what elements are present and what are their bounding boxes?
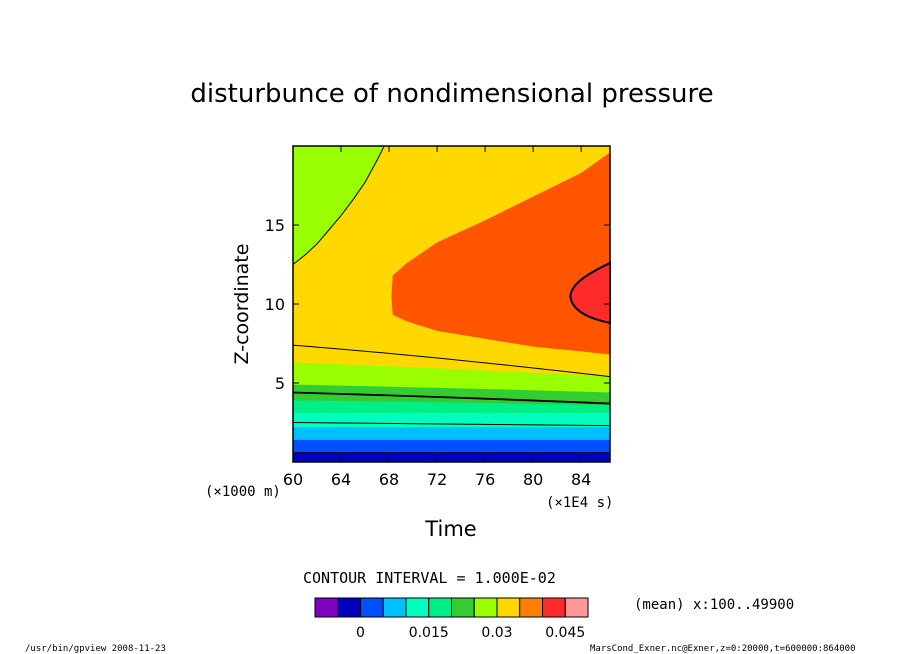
x-tick-label: 80 [523, 470, 543, 489]
y-tick-label: 10 [265, 295, 285, 314]
y-axis-label: Z-coordinate [231, 244, 253, 365]
colorbar-swatch [542, 597, 566, 618]
colorbar-swatch [519, 597, 543, 618]
footer-left: /usr/bin/gpview 2008-11-23 [25, 644, 166, 654]
colorbar-tick-label: 0.045 [545, 625, 585, 641]
colorbar-swatch [314, 597, 339, 618]
colorbar-swatch [337, 597, 361, 618]
band-6 [293, 452, 610, 462]
colorbar-swatch [473, 597, 498, 618]
contour-line-0 [292, 344, 611, 378]
x-tick-label: 64 [331, 470, 351, 489]
colorbar-swatch [428, 597, 452, 618]
colorbar-tick-label: 0.015 [409, 625, 449, 641]
x-tick-label: 84 [571, 470, 591, 489]
colorbar-swatch [451, 597, 475, 618]
contour-line-2 [292, 422, 611, 427]
colorbar [314, 597, 589, 618]
plot-area [292, 145, 611, 462]
x-tick-label: 60 [283, 470, 303, 489]
colorbar-swatch [360, 597, 384, 618]
x-tick-label: 76 [475, 470, 495, 489]
y-tick-label: 15 [265, 216, 285, 235]
chart-title: disturbunce of nondimensional pressure [190, 79, 713, 109]
colorbar-tick-label: 0.03 [481, 625, 512, 641]
colorbar-labels: 0 0.015 0.03 0.045 [356, 625, 585, 641]
colorbar-swatch [405, 597, 430, 618]
contour-line-upper [292, 145, 385, 265]
colorbar-swatch [564, 597, 589, 618]
region-green-upper-left [293, 146, 385, 265]
colorbar-swatch [382, 597, 407, 618]
x-axis-label: Time [424, 517, 476, 541]
colorbar-tick-label: 0 [356, 625, 365, 641]
y-tick-label: 5 [275, 374, 285, 393]
x-unit-label: (×1E4 s) [546, 495, 613, 511]
contour-interval-label: CONTOUR INTERVAL = 1.000E-02 [303, 569, 556, 587]
x-tick-label: 68 [379, 470, 399, 489]
y-axis: 5 10 15 [265, 216, 610, 393]
mean-label: (mean) x:100..49900 [634, 597, 794, 613]
footer-right: MarsCond_Exner.nc@Exner,z=0:20000,t=6000… [590, 644, 856, 654]
y-unit-label: (×1000 m) [205, 484, 281, 500]
colorbar-swatch [496, 597, 521, 618]
x-tick-label: 72 [427, 470, 447, 489]
x-axis: 60 64 68 72 76 80 84 [283, 146, 591, 489]
contour-line-1 [292, 391, 611, 405]
region-orange [391, 152, 610, 355]
region-red [569, 261, 611, 325]
